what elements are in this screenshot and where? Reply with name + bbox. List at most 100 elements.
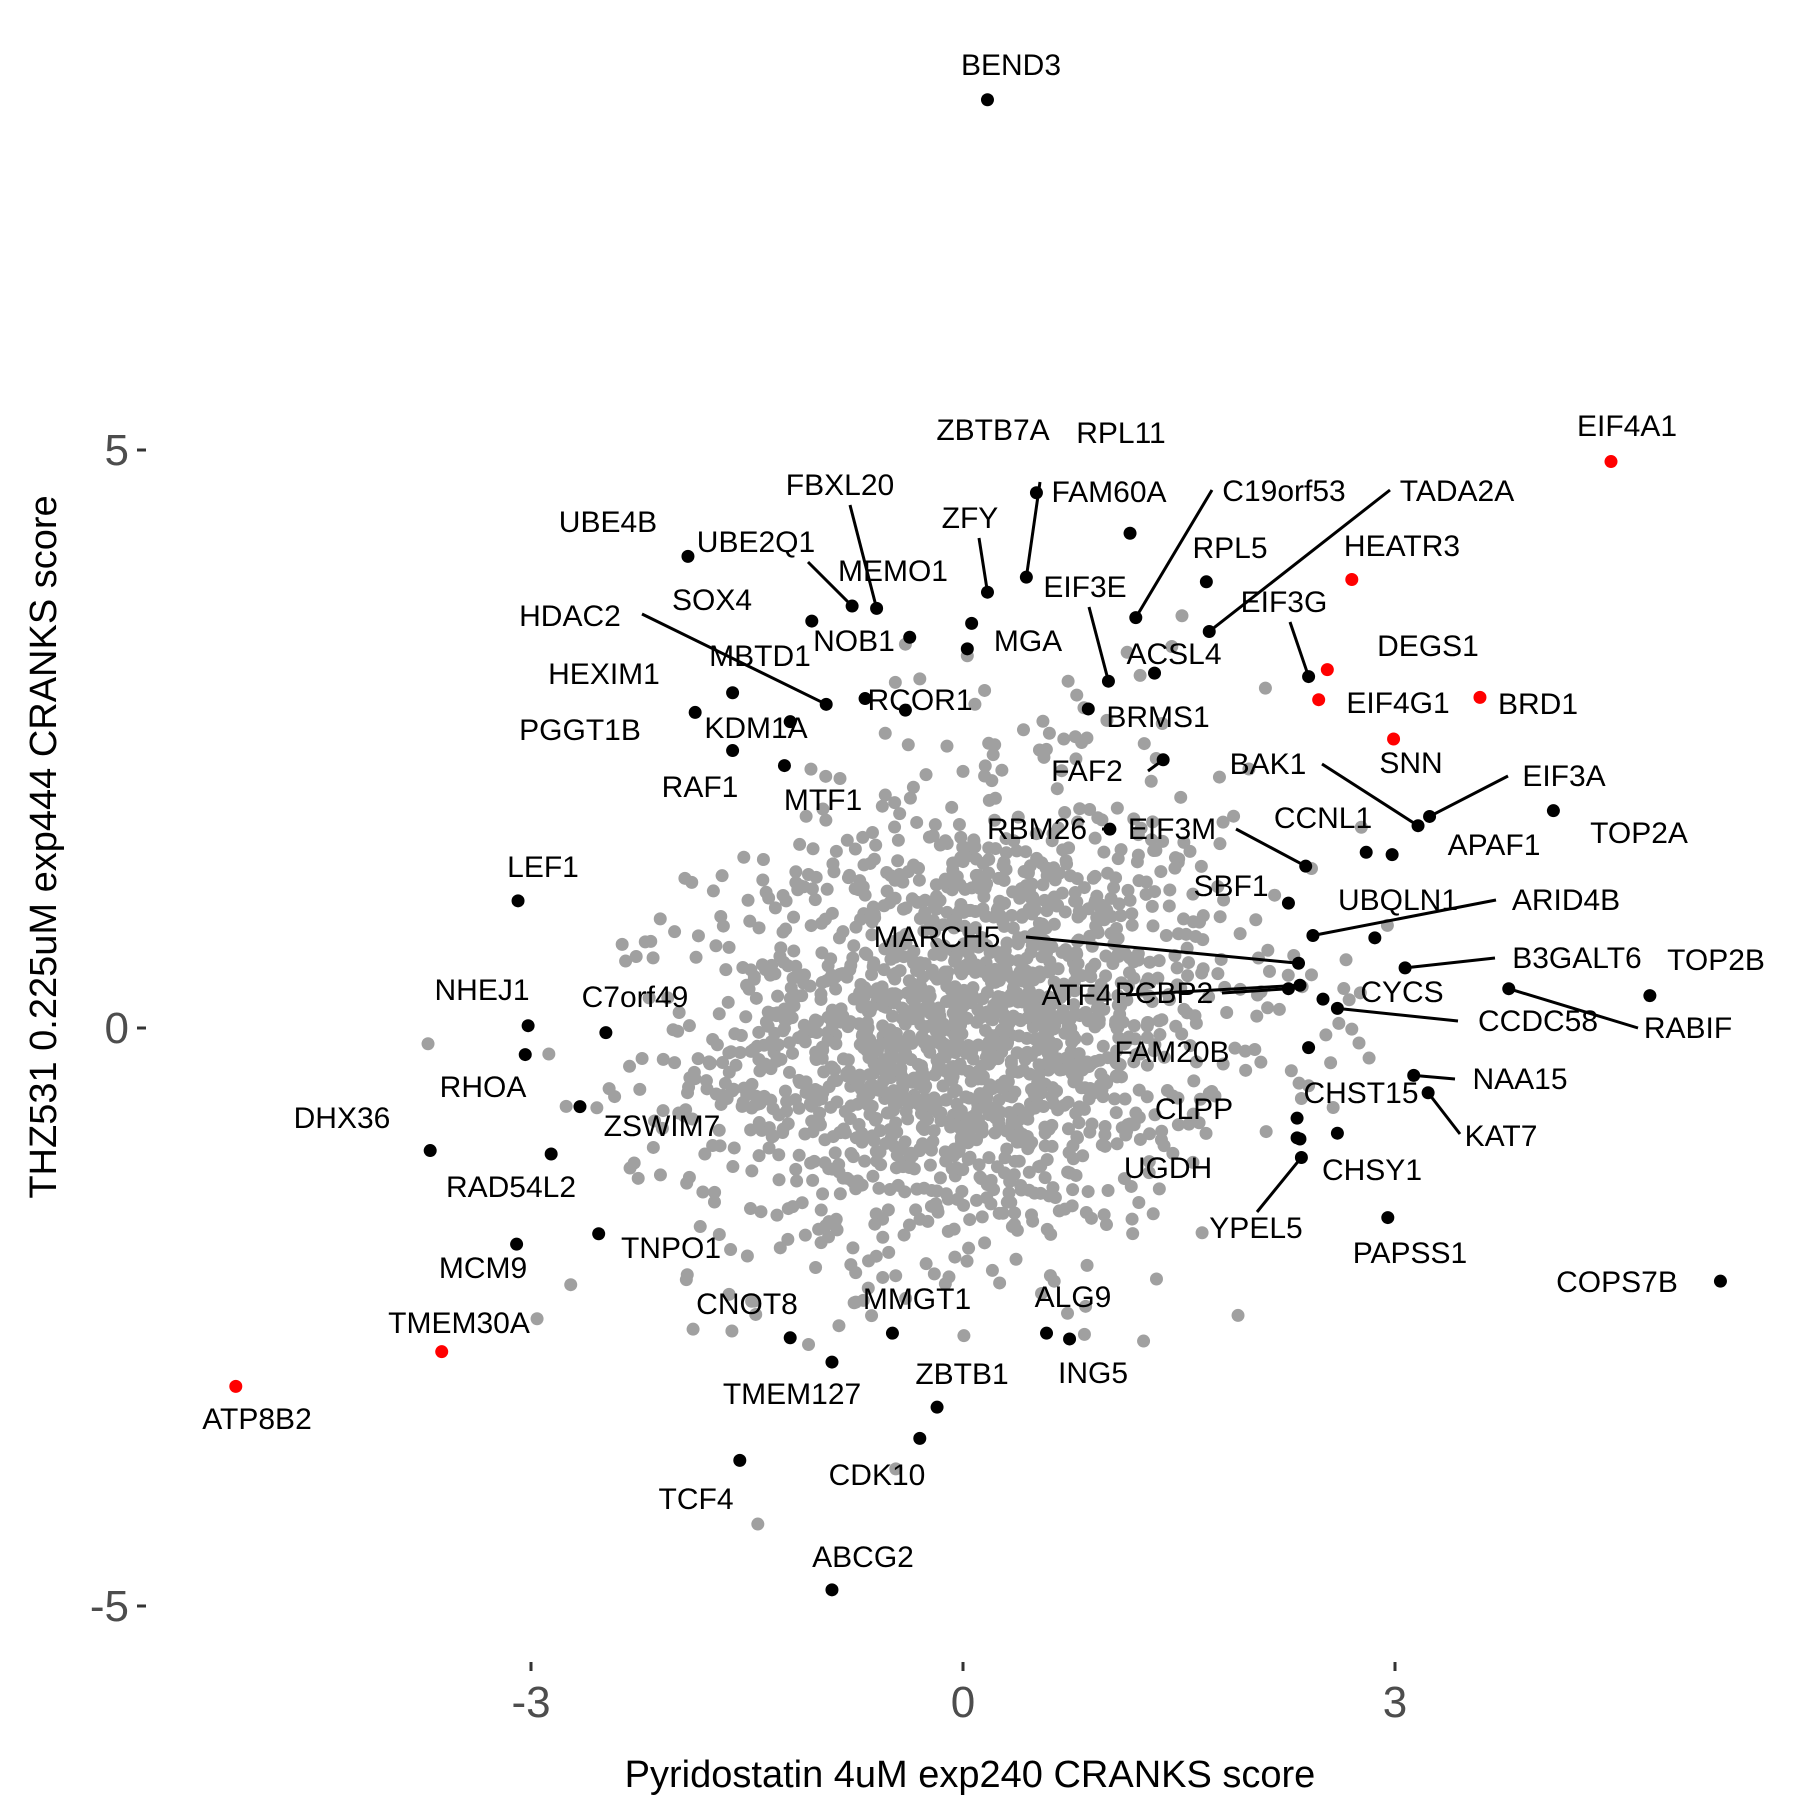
background-point [869, 838, 883, 852]
background-point [769, 1054, 783, 1068]
background-point [1181, 969, 1195, 983]
background-point [752, 1025, 766, 1039]
background-point [727, 1141, 741, 1155]
gene-point-rpl11 [1123, 526, 1137, 540]
background-point [949, 949, 963, 963]
background-point [1030, 1091, 1044, 1105]
background-point [719, 963, 733, 977]
background-point [809, 1045, 823, 1059]
background-point [623, 1059, 637, 1073]
background-point [1261, 943, 1275, 957]
gene-label-tmem127: TMEM127 [723, 1378, 861, 1411]
gene-label-kdm1a: KDM1A [704, 712, 807, 745]
background-point [922, 830, 936, 844]
gene-label-rabif: RABIF [1644, 1012, 1732, 1045]
background-point [1114, 1070, 1128, 1084]
gene-point-eif3a [1423, 809, 1437, 823]
background-point [888, 796, 902, 810]
background-point [868, 1113, 882, 1127]
background-point [635, 1052, 649, 1066]
background-point [925, 1184, 939, 1198]
background-point [1107, 881, 1121, 895]
gene-point-mbtd1 [783, 715, 797, 729]
background-point [787, 944, 801, 958]
background-point [818, 1133, 832, 1147]
background-point [1148, 885, 1162, 899]
gene-point-rad54l2 [544, 1147, 558, 1161]
background-point [1133, 1045, 1147, 1059]
background-point [903, 791, 917, 805]
background-point [740, 978, 754, 992]
leader-line-eif3a [1428, 774, 1509, 818]
background-point [1186, 887, 1200, 901]
background-point [721, 995, 735, 1009]
background-point [716, 919, 730, 933]
background-point [1148, 1108, 1162, 1122]
gene-point-heatr3 [1345, 572, 1359, 586]
leader-line-naa15 [1413, 1073, 1456, 1081]
gene-label-faf2: FAF2 [1051, 755, 1123, 788]
gene-label-tnpo1: TNPO1 [621, 1232, 721, 1265]
background-point [1127, 955, 1141, 969]
background-point [1137, 1334, 1151, 1348]
background-point [1036, 714, 1050, 728]
y-axis-title: THZ531 0.225uM exp444 CRANKS score [23, 495, 65, 1198]
gene-point-tmem127 [825, 1355, 839, 1369]
background-point [896, 902, 910, 916]
background-point [858, 1154, 872, 1168]
gene-label-mbtd1: MBTD1 [709, 640, 811, 673]
background-point [644, 934, 658, 948]
gene-point-ugdh [1293, 1132, 1307, 1146]
background-point [1220, 1006, 1234, 1020]
background-point [1057, 732, 1071, 746]
y-tick-label: 0 [105, 1004, 129, 1053]
background-point [1145, 833, 1159, 847]
background-point [1149, 1272, 1163, 1286]
background-point [752, 1149, 766, 1163]
background-point [1157, 1050, 1171, 1064]
background-point [1032, 916, 1046, 930]
gene-point-mtf1 [898, 703, 912, 717]
background-point [756, 852, 770, 866]
gene-point-faf2 [1156, 753, 1170, 767]
background-point [716, 1056, 730, 1070]
background-point [902, 1218, 916, 1232]
background-point [1213, 910, 1227, 924]
background-point [848, 842, 862, 856]
gene-label-kat7: KAT7 [1465, 1120, 1538, 1153]
background-point [956, 1163, 970, 1177]
background-point [782, 1065, 796, 1079]
background-point [1302, 1079, 1316, 1093]
background-point [820, 882, 834, 896]
background-point [725, 1324, 739, 1338]
background-point [806, 1125, 820, 1139]
background-point [857, 858, 871, 872]
gene-label-alg9: ALG9 [1035, 1281, 1112, 1314]
background-point [1211, 880, 1225, 894]
background-point [1152, 1182, 1166, 1196]
background-point [840, 1066, 854, 1080]
background-point [919, 1257, 933, 1271]
background-point [1087, 984, 1101, 998]
leader-line-ube2q1 [806, 560, 854, 608]
background-point [833, 1187, 847, 1201]
background-point [1142, 1155, 1156, 1169]
background-point [685, 1112, 699, 1126]
background-point [927, 969, 941, 983]
gene-point-sbf1 [1281, 896, 1295, 910]
background-point [1132, 1195, 1146, 1209]
leader-line-bak1 [1321, 762, 1419, 827]
gene-label-dhx36: DHX36 [294, 1102, 391, 1135]
background-point [1035, 1286, 1049, 1300]
gene-label-brms1: BRMS1 [1106, 701, 1209, 734]
background-point [829, 982, 843, 996]
gene-label-zbtb1: ZBTB1 [915, 1358, 1008, 1391]
background-point [1258, 681, 1272, 695]
background-point [1192, 915, 1206, 929]
background-point [865, 928, 879, 942]
gene-point-ube4b [681, 549, 695, 563]
background-point [749, 991, 763, 1005]
background-point [655, 1121, 669, 1135]
background-point [963, 1150, 977, 1164]
background-point [1174, 790, 1188, 804]
